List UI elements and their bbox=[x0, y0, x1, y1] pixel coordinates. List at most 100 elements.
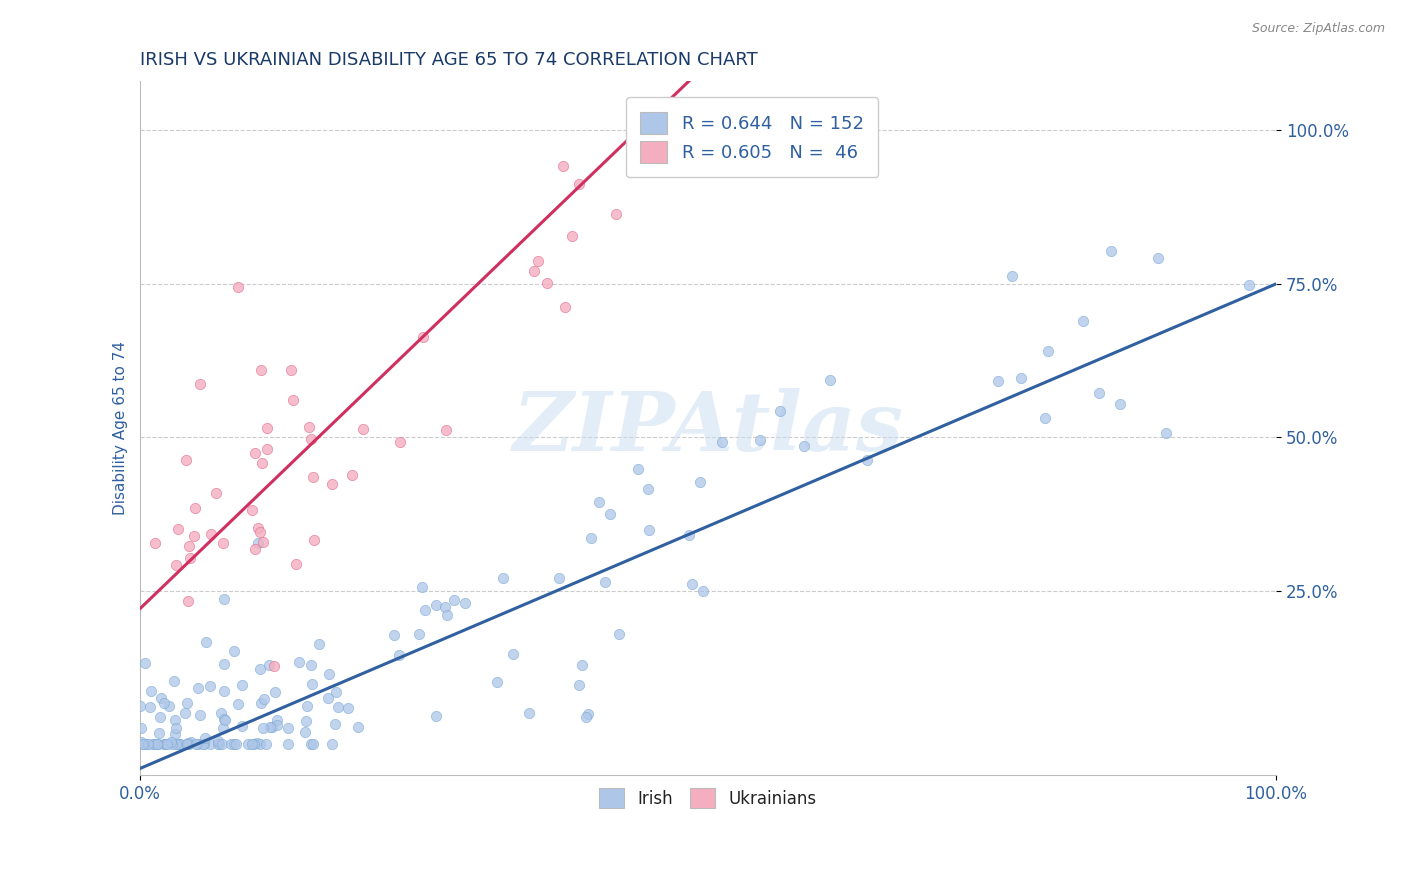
Point bbox=[193, 737, 215, 751]
Point bbox=[681, 576, 703, 591]
Point bbox=[212, 535, 235, 549]
Point bbox=[408, 627, 430, 641]
Point bbox=[252, 721, 274, 735]
Legend: Irish, Ukrainians: Irish, Ukrainians bbox=[592, 781, 823, 815]
Point bbox=[321, 737, 343, 751]
Point bbox=[166, 721, 188, 735]
Point bbox=[568, 177, 591, 191]
Point bbox=[212, 721, 235, 735]
Point bbox=[266, 717, 288, 731]
Point bbox=[321, 477, 343, 491]
Point bbox=[249, 525, 271, 540]
Point bbox=[486, 674, 509, 689]
Point bbox=[167, 522, 190, 536]
Point bbox=[301, 737, 323, 751]
Point bbox=[246, 736, 269, 750]
Point bbox=[264, 685, 287, 699]
Point bbox=[318, 666, 340, 681]
Point bbox=[502, 647, 524, 661]
Point bbox=[152, 737, 174, 751]
Point bbox=[167, 737, 190, 751]
Point bbox=[536, 277, 558, 291]
Text: ZIPAtlas: ZIPAtlas bbox=[512, 388, 903, 468]
Point bbox=[434, 599, 457, 614]
Point bbox=[302, 533, 325, 547]
Point bbox=[200, 527, 222, 541]
Point bbox=[599, 508, 621, 522]
Point bbox=[156, 737, 179, 751]
Point bbox=[389, 435, 412, 450]
Point bbox=[257, 658, 280, 673]
Point bbox=[295, 714, 318, 728]
Point bbox=[129, 734, 152, 748]
Point bbox=[184, 500, 207, 515]
Point bbox=[1001, 269, 1024, 284]
Point bbox=[160, 737, 183, 751]
Point bbox=[143, 536, 166, 550]
Point bbox=[165, 737, 187, 751]
Point bbox=[163, 673, 186, 688]
Point bbox=[174, 706, 197, 721]
Point bbox=[302, 470, 325, 484]
Point bbox=[195, 635, 218, 649]
Point bbox=[280, 363, 302, 377]
Point bbox=[245, 542, 267, 557]
Point bbox=[749, 433, 772, 447]
Point bbox=[132, 737, 155, 751]
Point bbox=[576, 706, 599, 721]
Point bbox=[207, 733, 229, 747]
Point bbox=[136, 737, 159, 751]
Point bbox=[236, 737, 259, 751]
Point bbox=[179, 539, 201, 553]
Point bbox=[1036, 344, 1059, 359]
Point bbox=[336, 700, 359, 714]
Point bbox=[678, 528, 700, 542]
Point bbox=[425, 599, 447, 613]
Point bbox=[443, 593, 465, 607]
Point bbox=[325, 685, 347, 699]
Point bbox=[263, 659, 285, 673]
Point bbox=[638, 523, 661, 537]
Point bbox=[231, 678, 253, 692]
Point bbox=[256, 442, 278, 456]
Point bbox=[281, 393, 304, 408]
Point bbox=[212, 683, 235, 698]
Point bbox=[637, 482, 659, 496]
Point bbox=[174, 453, 197, 467]
Point bbox=[388, 648, 411, 663]
Point bbox=[142, 737, 165, 751]
Point bbox=[340, 468, 363, 483]
Point bbox=[711, 435, 734, 450]
Point bbox=[165, 558, 187, 572]
Point bbox=[211, 737, 233, 751]
Point bbox=[425, 709, 447, 723]
Point bbox=[299, 657, 322, 672]
Point bbox=[212, 657, 235, 671]
Point bbox=[148, 726, 170, 740]
Point bbox=[382, 628, 405, 642]
Point bbox=[231, 719, 253, 733]
Point bbox=[1033, 411, 1056, 425]
Point bbox=[1087, 386, 1109, 401]
Point bbox=[165, 713, 187, 727]
Point bbox=[214, 714, 236, 728]
Point bbox=[209, 706, 232, 720]
Point bbox=[246, 536, 269, 550]
Point bbox=[294, 725, 316, 739]
Point bbox=[259, 720, 281, 734]
Point bbox=[188, 708, 211, 723]
Point bbox=[326, 700, 349, 714]
Point bbox=[581, 532, 603, 546]
Point bbox=[159, 735, 181, 749]
Point bbox=[163, 726, 186, 740]
Point bbox=[225, 737, 247, 751]
Point bbox=[250, 363, 273, 377]
Point bbox=[246, 521, 269, 535]
Point bbox=[150, 690, 173, 705]
Point bbox=[176, 737, 198, 751]
Point bbox=[571, 658, 593, 673]
Point bbox=[212, 592, 235, 607]
Point bbox=[1099, 244, 1122, 258]
Point bbox=[180, 735, 202, 749]
Point bbox=[226, 697, 249, 711]
